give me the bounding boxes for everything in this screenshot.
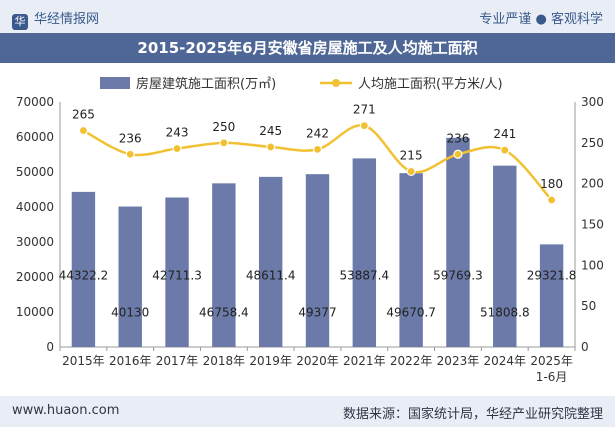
brand-logo-icon: 华 — [12, 14, 28, 30]
footer-website: www.huaon.com — [12, 403, 120, 418]
x-tick-label: 2015年 — [62, 354, 105, 368]
y-left-tick-label: 30000 — [16, 235, 54, 249]
legend-line-marker — [332, 79, 340, 87]
title-bar — [0, 33, 615, 63]
top-banner — [0, 0, 615, 33]
bar — [305, 174, 330, 347]
brand-name: 华经情报网 — [34, 12, 100, 27]
y-right-tick-label: 200 — [581, 177, 604, 191]
bar-value-label: 53887.4 — [340, 269, 390, 283]
line-value-label: 236 — [119, 131, 142, 145]
y-right-tick-label: 100 — [581, 258, 604, 272]
y-left-tick-label: 50000 — [16, 165, 54, 179]
bar-value-label: 49670.7 — [386, 305, 436, 319]
line-value-label: 250 — [212, 120, 235, 134]
y-right-tick-label: 0 — [581, 340, 589, 354]
line-point — [78, 125, 89, 136]
x-tick-label: 2017年 — [156, 354, 199, 368]
x-tick-label: 2024年 — [483, 354, 526, 368]
bar — [352, 158, 377, 347]
bar-value-label: 44322.2 — [59, 269, 109, 283]
line-point — [359, 121, 369, 131]
line-point — [546, 195, 557, 205]
line-value-label: 215 — [400, 148, 423, 162]
line-value-label: 271 — [353, 103, 376, 117]
y-right-tick-label: 50 — [581, 299, 596, 313]
y-left-tick-label: 0 — [46, 340, 54, 354]
bar-value-label: 48611.4 — [246, 269, 296, 283]
y-right-tick-label: 250 — [581, 136, 604, 150]
bar-value-label: 51808.8 — [480, 305, 530, 319]
chart-title: 2015-2025年6月安徽省房屋施工及人均施工面积 — [137, 39, 478, 57]
line-point — [266, 142, 276, 152]
line-point — [453, 149, 463, 159]
line-value-label: 242 — [306, 126, 329, 140]
bar — [493, 165, 517, 347]
x-tick-label: 2023年 — [437, 354, 480, 368]
line-point — [172, 143, 182, 154]
y-right-tick-label: 300 — [581, 95, 604, 109]
line-value-label: 245 — [259, 124, 282, 138]
bar-value-label: 46758.4 — [199, 305, 249, 319]
bar-value-label: 59769.3 — [433, 269, 483, 283]
x-tick-label: 2025年 — [530, 354, 573, 368]
line-point — [500, 145, 510, 155]
x-tick-label: 2018年 — [203, 354, 246, 368]
y-left-tick-label: 60000 — [16, 130, 54, 144]
bar — [165, 197, 189, 347]
x-tick-label: 1-6月 — [536, 370, 568, 384]
x-tick-label: 2021年 — [343, 354, 386, 368]
x-tick-label: 2016年 — [109, 354, 152, 368]
bar-value-label: 40130 — [111, 305, 149, 319]
bar-value-label: 29321.8 — [527, 269, 577, 283]
bar — [118, 206, 142, 347]
y-left-tick-label: 40000 — [16, 200, 54, 214]
line-point — [406, 166, 416, 177]
bar — [212, 183, 236, 347]
slogan: 专业严谨 ● 客观科学 — [479, 12, 603, 27]
bar — [539, 244, 564, 347]
y-left-tick-label: 20000 — [16, 270, 54, 284]
combo-chart: 0 10000 20000 30000 40000 50000 60000 70000 0 50 1… — [16, 76, 604, 384]
y-left-tick-label: 70000 — [16, 95, 54, 109]
line-value-label: 243 — [166, 126, 189, 140]
line-point — [312, 144, 323, 154]
bar — [446, 137, 470, 347]
line-point — [125, 149, 135, 159]
x-tick-label: 2019年 — [249, 354, 292, 368]
bar — [258, 176, 283, 347]
y-left-tick-label: 10000 — [16, 305, 54, 319]
x-tick-label: 2022年 — [390, 354, 433, 368]
line-point — [219, 138, 229, 148]
bar — [399, 173, 423, 347]
bar-value-label: 49377 — [298, 305, 336, 319]
line-value-label: 241 — [493, 127, 516, 141]
brand: 华华经情报网 — [12, 8, 99, 30]
legend-bar-swatch — [100, 77, 130, 89]
line-value-label: 236 — [447, 131, 470, 145]
y-right-tick-label: 150 — [581, 218, 604, 232]
line-value-label: 265 — [72, 108, 95, 122]
legend-line-label: 人均施工面积(平方米/人) — [358, 76, 503, 92]
bar — [71, 191, 96, 347]
footer-bar — [0, 396, 615, 427]
legend-bar-label: 房屋建筑施工面积(万㎡) — [136, 76, 276, 92]
line-value-label: 180 — [540, 177, 563, 191]
bar-value-label: 42711.3 — [152, 269, 202, 283]
footer-source: 数据来源：国家统计局，华经产业研究院整理 — [342, 407, 603, 422]
x-tick-label: 2020年 — [296, 354, 339, 368]
